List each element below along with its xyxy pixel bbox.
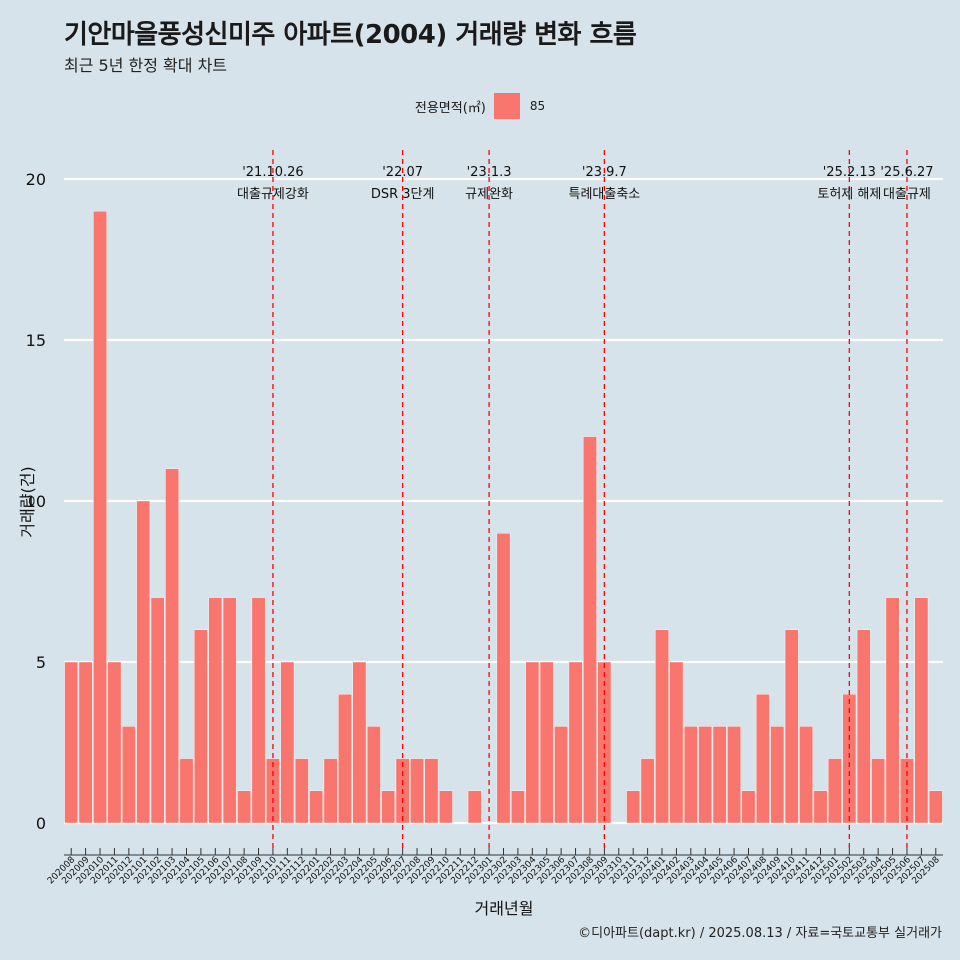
annotation-label: DSR 3단계 (371, 187, 435, 202)
bar (583, 436, 597, 824)
bar (122, 726, 136, 824)
annotation-label: 대출규제 (883, 187, 931, 202)
bar (799, 726, 813, 824)
y-axis: 0 5 10 15 20 (26, 170, 46, 833)
x-axis: 2020082020092020102020112020122021012021… (46, 848, 943, 886)
bar (410, 758, 424, 824)
bar (554, 726, 568, 824)
y-axis-title: 거래량(건) (18, 466, 37, 537)
bar (885, 597, 900, 824)
bar (856, 629, 871, 824)
y-tick-label: 15 (26, 331, 46, 350)
bar (107, 661, 122, 824)
annotation-lines: '21.10.26 대출규제강화 '22.07 DSR 3단계 '23.1.3 규제완화 '… (237, 150, 934, 848)
y-tick-label: 20 (26, 170, 46, 189)
bar (381, 790, 396, 824)
bar (496, 533, 511, 824)
bar (208, 597, 223, 824)
legend-color-key (493, 93, 520, 119)
bar (439, 790, 453, 824)
chart-subtitle: 최근 5년 한정 확대 차트 (64, 56, 228, 75)
bar (784, 629, 799, 824)
annotation-date: '22.07 (382, 165, 423, 180)
bar (179, 758, 194, 824)
bar (323, 758, 338, 824)
annotation-date: '25.6.27 (880, 165, 933, 180)
bar (78, 661, 93, 824)
bar (756, 694, 770, 824)
legend-title: 전용면적(㎡) (414, 100, 486, 116)
bar (770, 726, 785, 824)
legend: 전용면적(㎡) 85 (0, 93, 960, 119)
bar (64, 661, 79, 824)
bar (698, 726, 713, 824)
bar (828, 758, 842, 824)
bar (928, 790, 943, 824)
bar (366, 726, 381, 824)
bar (626, 790, 641, 824)
legend-label: 85 (529, 99, 546, 113)
bar (352, 661, 367, 824)
bar (222, 597, 237, 824)
bar (309, 790, 324, 824)
bar (294, 758, 309, 824)
annotation-label: 특례대출축소 (568, 187, 640, 202)
bar (640, 758, 655, 824)
x-axis-title: 거래년월 (475, 899, 534, 918)
bar (914, 597, 929, 824)
chart-title: 기안마을풍성신미주 아파트(2004) 거래량 변화 흐름 (64, 20, 637, 50)
bar (655, 629, 669, 824)
bar (813, 790, 828, 824)
bar (467, 790, 482, 824)
bar (280, 661, 295, 824)
bar (741, 790, 756, 824)
bar (194, 629, 208, 824)
bar (136, 500, 151, 824)
bar (727, 726, 741, 824)
bar (424, 758, 439, 824)
bar (338, 694, 352, 824)
bar (597, 661, 612, 824)
bar (683, 726, 698, 824)
bar (251, 597, 266, 824)
bar (712, 726, 727, 824)
source-caption: ©디아파트(dapt.kr) / 2025.08.13 / 자료=국토교통부 실… (578, 926, 942, 941)
bar (842, 694, 857, 824)
bar (568, 661, 583, 824)
annotation-label: 규제완화 (465, 187, 513, 202)
bar (511, 790, 525, 824)
bars (64, 210, 943, 824)
y-tick-label: 0 (36, 814, 46, 833)
annotation-date: '23.9.7 (582, 165, 627, 180)
bar (150, 597, 165, 824)
bar (93, 210, 107, 824)
annotation-label: 대출규제강화 (237, 187, 309, 202)
bar (871, 758, 885, 824)
y-tick-label: 5 (36, 653, 46, 672)
bar (525, 661, 540, 824)
annotation-date: '25.2.13 (823, 165, 876, 180)
annotation-label: 토허제 해제 (817, 187, 881, 202)
y-tick-label: 10 (26, 492, 46, 511)
bar (237, 790, 251, 824)
bar (165, 468, 179, 824)
bar (669, 661, 684, 824)
bar (539, 661, 554, 824)
annotation-date: '23.1.3 (467, 165, 512, 180)
annotation-date: '21.10.26 (242, 165, 303, 180)
